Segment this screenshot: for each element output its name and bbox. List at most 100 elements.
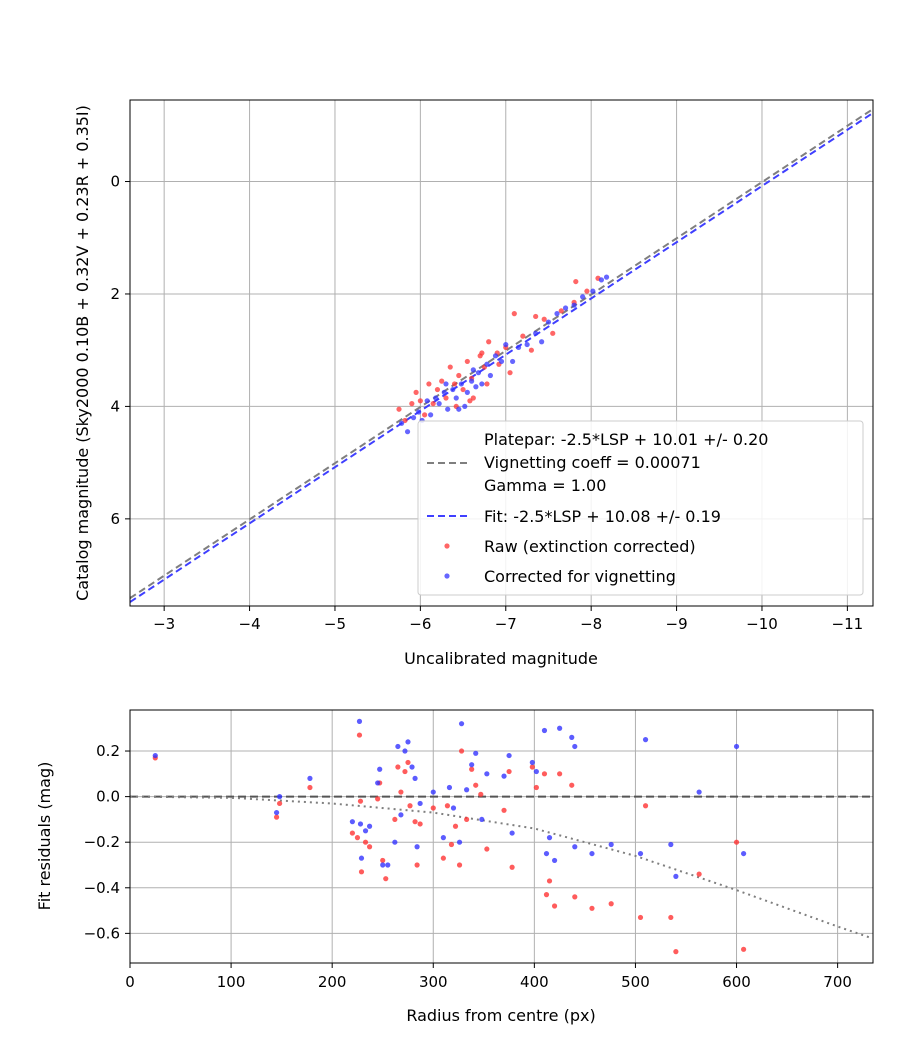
top-corrected-point — [469, 378, 475, 384]
bottom-raw-point — [569, 782, 575, 788]
top-raw-point — [484, 381, 490, 387]
bottom-corrected-point — [409, 764, 415, 770]
bottom-raw-point — [398, 789, 404, 795]
top-corrected-point — [545, 319, 552, 325]
bottom-y-ticks: 0.2 0.0 −0.2 −0.4 −0.6 — [84, 742, 130, 942]
top-raw-point — [413, 389, 419, 395]
legend-entry-fit: Fit: -2.5*LSP + 10.08 +/- 0.19 — [484, 507, 721, 526]
bottom-corrected-point — [533, 768, 539, 775]
top-corrected-point — [487, 372, 493, 379]
top-raw-point — [417, 398, 423, 404]
bottom-x-tick-label: 100 — [217, 973, 246, 991]
bottom-corrected-point — [417, 800, 423, 807]
bottom-raw-point — [440, 855, 446, 861]
top-grid — [130, 100, 873, 606]
bottom-raw-point — [452, 823, 459, 829]
bottom-corrected-point — [414, 844, 420, 850]
bottom-corrected-point — [543, 850, 550, 857]
bottom-raw-point — [456, 862, 463, 868]
bottom-raw-point — [543, 892, 550, 898]
top-corrected-point — [470, 367, 476, 373]
top-raw-point — [430, 401, 436, 407]
top-raw-point — [422, 412, 428, 418]
bottom-raw-point — [458, 748, 465, 754]
bottom-corrected-point — [642, 737, 649, 743]
bottom-y-tick-label: 0.2 — [96, 742, 120, 760]
top-corrected-point — [441, 389, 447, 395]
bottom-raw-point — [383, 876, 389, 882]
top-y-ticks: 0 2 4 6 — [110, 173, 130, 528]
bottom-corrected-point — [733, 743, 740, 750]
bottom-raw-point — [546, 878, 553, 884]
top-raw-point — [460, 386, 466, 393]
bottom-raw-point — [557, 771, 563, 777]
bottom-corrected-point — [377, 766, 383, 772]
bottom-raw-point — [358, 869, 365, 875]
bottom-raw-point — [696, 871, 702, 877]
top-x-tick-label: −6 — [409, 615, 431, 633]
top-corrected-point — [443, 381, 449, 387]
top-raw-point — [486, 339, 492, 345]
top-y-tick-label: 0 — [110, 173, 120, 191]
bottom-raw-point — [733, 839, 740, 845]
top-raw-point — [533, 313, 539, 320]
top-corrected-point — [473, 384, 479, 390]
bottom-corrected-point — [392, 839, 398, 845]
legend-box — [417, 420, 864, 596]
bottom-raw-point — [637, 914, 644, 921]
bottom-corrected-point — [458, 721, 465, 727]
bottom-raw-point — [572, 894, 578, 900]
top-raw-point — [451, 381, 458, 387]
bottom-raw-point — [668, 914, 674, 921]
top-line-platepar — [130, 108, 873, 599]
bottom-scatter-points — [152, 718, 747, 955]
bottom-raw-point — [501, 807, 507, 813]
legend-entry-vignetting: Vignetting coeff = 0.00071 — [484, 453, 701, 472]
bottom-corrected-point — [572, 844, 578, 850]
bottom-raw-point — [273, 814, 280, 820]
bottom-corrected-point — [385, 862, 391, 868]
top-corrected-point — [510, 358, 516, 365]
top-corrected-point — [603, 274, 610, 280]
top-raw-point — [511, 311, 517, 317]
bottom-raw-point — [506, 768, 512, 775]
bottom-corrected-point — [349, 819, 355, 825]
top-corrected-point — [475, 370, 482, 376]
bottom-raw-point — [366, 844, 373, 850]
bottom-corrected-point — [484, 771, 490, 777]
bottom-corrected-point — [375, 780, 381, 786]
bottom-raw-point — [414, 862, 420, 868]
top-corrected-point — [503, 341, 509, 348]
top-raw-point — [573, 278, 579, 285]
top-corrected-point — [445, 406, 451, 412]
bottom-corrected-point — [501, 773, 507, 779]
bottom-corrected-point — [446, 784, 453, 791]
top-raw-point — [447, 364, 453, 370]
bottom-raw-point — [392, 816, 398, 823]
legend-entry-gamma: Gamma = 1.00 — [484, 476, 606, 495]
bottom-corrected-point — [608, 841, 614, 848]
top-corrected-point — [498, 358, 505, 365]
top-line-fit — [130, 112, 873, 603]
top-x-axis-label: Uncalibrated magnitude — [404, 649, 598, 668]
legend-corrected-marker — [444, 573, 450, 579]
bottom-raw-point — [529, 764, 535, 770]
bottom-raw-point — [412, 819, 418, 825]
top-corrected-point — [456, 406, 462, 412]
top-corrected-point — [479, 381, 485, 387]
top-x-ticks: −3 −4 −5 −6 −7 −8 −9 −10 −11 — [153, 606, 863, 633]
bottom-corrected-point — [450, 805, 457, 811]
bottom-raw-point — [407, 803, 413, 809]
bottom-x-tick-label: 500 — [621, 973, 650, 991]
bottom-corrected-point — [358, 855, 365, 861]
top-raw-point — [558, 308, 564, 314]
bottom-corrected-point — [380, 862, 386, 868]
bottom-raw-point — [362, 839, 369, 845]
top-corrected-point — [424, 398, 430, 404]
bottom-y-tick-label: 0.0 — [96, 788, 120, 806]
bottom-corrected-point — [673, 873, 679, 879]
top-raw-point — [479, 350, 485, 356]
bottom-corrected-point — [589, 850, 595, 857]
top-raw-point — [426, 381, 432, 387]
legend-entry-corrected: Corrected for vignetting — [484, 567, 676, 586]
